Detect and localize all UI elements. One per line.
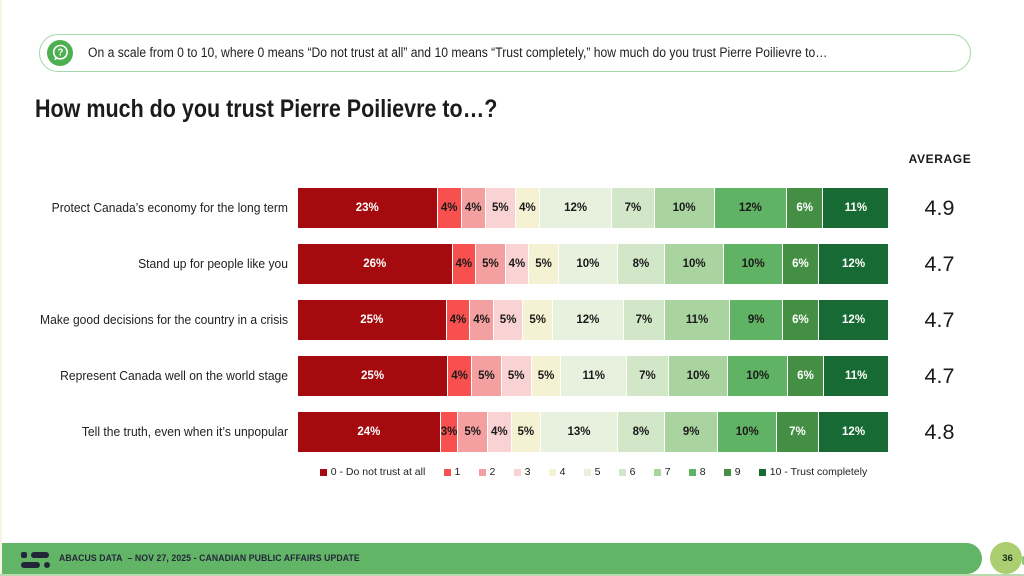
svg-text:?: ? [57,48,63,59]
